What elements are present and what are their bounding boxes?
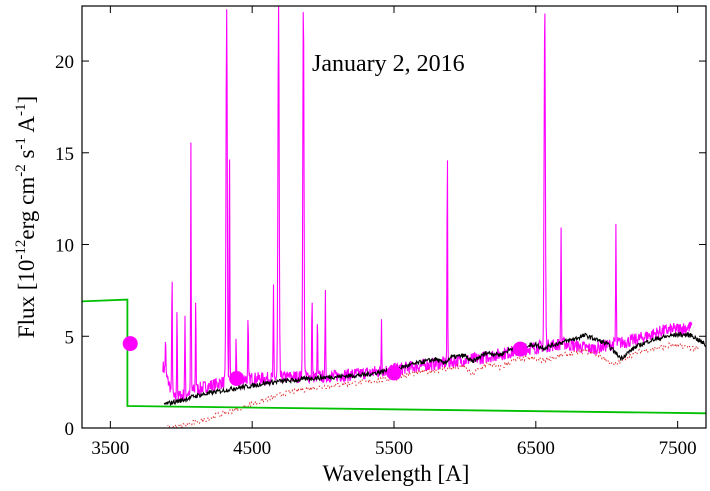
y-label-exp2: -2 (13, 164, 29, 177)
y-tick-label: 20 (55, 52, 74, 73)
model-fit-line (163, 331, 706, 407)
y-label-exp1: -12 (13, 240, 29, 260)
x-tick-label: 3500 (91, 438, 129, 459)
y-label-mid2: s (14, 150, 39, 165)
plot-area (82, 6, 706, 428)
photometry-point (512, 341, 528, 357)
x-tick-label: 7500 (659, 438, 697, 459)
y-tick-label: 10 (55, 236, 74, 257)
x-tick-label: 4500 (233, 438, 271, 459)
x-tick-label: 6500 (517, 438, 555, 459)
y-label-exp4: -1 (13, 103, 29, 116)
date-annotation: January 2, 2016 (312, 51, 465, 77)
photometry-point (386, 365, 402, 381)
observed-spectrum-line (162, 6, 693, 402)
y-label-exp3: -1 (13, 137, 29, 150)
y-tick-label: 15 (55, 144, 74, 165)
axis-ticks (82, 6, 706, 429)
y-label-suffix: ] (14, 96, 39, 104)
x-axis-title: Wavelength [A] (323, 461, 470, 486)
photometry-point (122, 336, 138, 352)
y-label-mid3: A (14, 116, 39, 137)
y-tick-label: 5 (65, 327, 75, 348)
continuum-step-line (82, 298, 706, 415)
x-tick-label: 5500 (375, 438, 413, 459)
y-tick-label: 0 (65, 419, 75, 440)
tick-labels: 3500 4500 5500 6500 7500 0 5 10 15 20 (55, 52, 697, 459)
y-label-mid1: erg cm (14, 177, 39, 240)
y-label-prefix: Flux [10 (14, 260, 39, 339)
photometry-point (229, 370, 245, 386)
y-axis-title: Flux [10-12erg cm-2 s-1 A-1] (13, 96, 39, 338)
component-dotted-line (166, 341, 700, 428)
